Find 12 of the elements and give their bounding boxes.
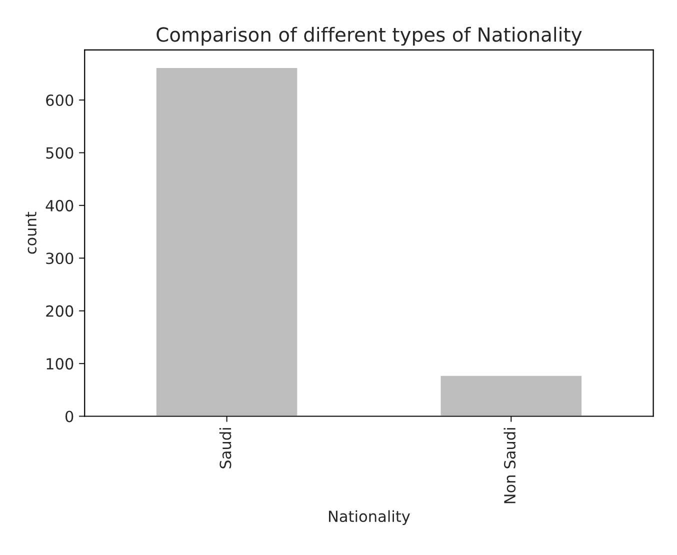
- y-tick-label: 0: [65, 410, 74, 422]
- x-tick-label: Non Saudi: [504, 428, 516, 504]
- y-tick-label: 300: [46, 252, 74, 264]
- y-tick-label: 600: [46, 94, 74, 106]
- chart-title: Comparison of different types of Nationality: [156, 26, 582, 46]
- x-tick-label: Saudi: [219, 428, 232, 468]
- x-axis-title: Nationality: [328, 510, 410, 526]
- y-axis-title: count: [26, 212, 37, 254]
- y-tick-label: 100: [46, 358, 74, 370]
- y-tick-label: 500: [46, 147, 74, 159]
- y-tick-label: 400: [46, 200, 74, 212]
- y-tick-label: 200: [46, 305, 74, 317]
